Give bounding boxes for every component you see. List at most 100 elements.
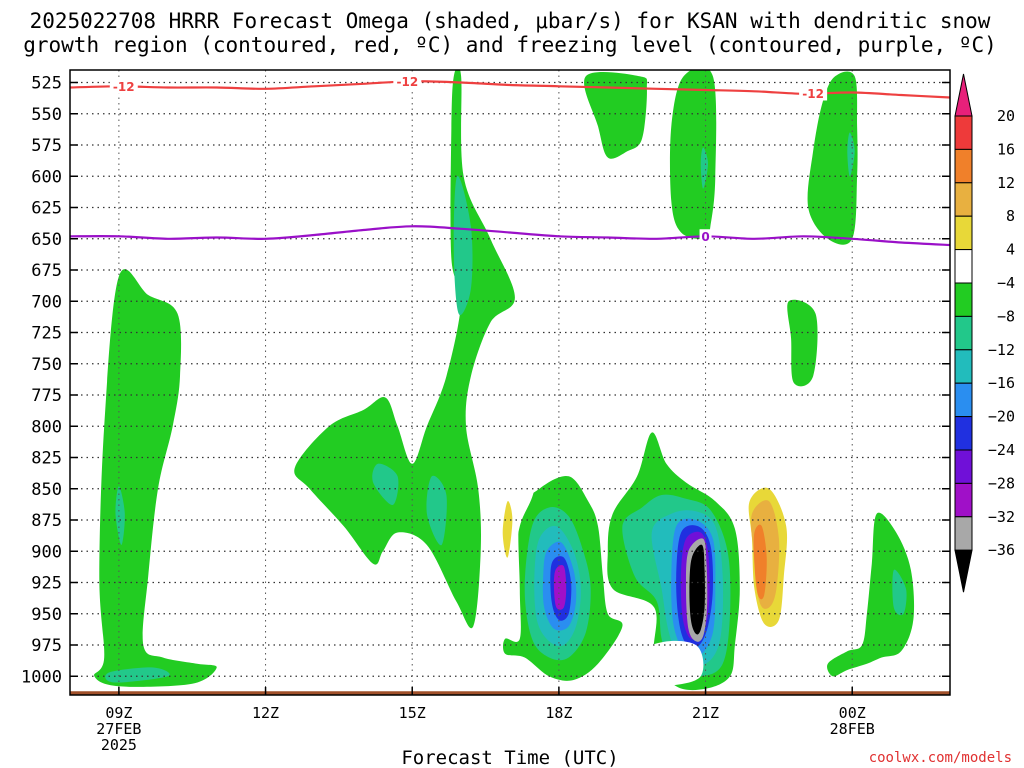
omega-region-28 — [892, 569, 907, 616]
y-tick-label-800: 800 — [31, 417, 62, 437]
omega-region-24 — [807, 71, 858, 245]
colorbar-bin-12 — [954, 482, 973, 518]
y-tick-label-525: 525 — [31, 74, 62, 94]
grid-lines — [70, 70, 950, 695]
x-tick-label-09Z: 09Z — [105, 704, 132, 722]
y-tick-label-675: 675 — [31, 261, 62, 281]
y-tick-label-1000: 1000 — [21, 667, 62, 687]
colorbar-bin-6 — [954, 282, 973, 317]
y-tick-label-750: 750 — [31, 355, 62, 375]
contour-label-0-0: -12 — [113, 80, 135, 94]
contour-line-1 — [70, 225, 950, 247]
omega-region-25 — [847, 132, 855, 177]
contour-label-0-1: -12 — [396, 75, 418, 89]
colorbar-tick-2: 12 — [997, 174, 1015, 192]
y-tick-label-700: 700 — [31, 292, 62, 312]
omega-region-2 — [105, 667, 170, 683]
y-tick-label-950: 950 — [31, 605, 62, 625]
colorbar: 20 16 12 8 4 −4 −8 −12 −16 −20 −24 −28 −32 −36 — [954, 73, 1015, 593]
y-tick-label-975: 975 — [31, 636, 62, 656]
x-axis-label: Forecast Time (UTC) — [401, 747, 618, 768]
x-tick-label-15Z: 15Z — [399, 704, 426, 722]
omega-shading — [94, 70, 915, 691]
y-tick-label-825: 825 — [31, 449, 62, 469]
colorbar-arrow-bottom — [954, 549, 973, 593]
pressure-axis: 525 550 575 600 625 650 675 700 725 750 775 800 825 8… — [21, 74, 950, 687]
colorbar-tick-12: −32 — [988, 508, 1015, 526]
colorbar-bin-13 — [954, 516, 973, 551]
colorbar-tick-6: −8 — [997, 307, 1015, 325]
colorbar-bin-2 — [954, 148, 973, 184]
omega-region-31 — [502, 500, 513, 558]
y-tick-label-875: 875 — [31, 511, 62, 531]
omega-region-26 — [787, 299, 818, 387]
plot-border — [69, 69, 951, 696]
colorbar-tick-0: 20 — [997, 107, 1015, 125]
x-tick-date-09Z: 27FEB — [96, 720, 141, 738]
terrain-fill — [70, 691, 950, 695]
colorbar-arrow-top — [954, 73, 973, 117]
omega-region-27 — [827, 512, 915, 677]
y-tick-label-550: 550 — [31, 105, 62, 125]
colorbar-tick-7: −12 — [988, 341, 1015, 359]
omega-region-0 — [94, 269, 217, 687]
x-tick-label-21Z: 21Z — [692, 704, 719, 722]
y-tick-label-650: 650 — [31, 230, 62, 250]
x-tick-label-12Z: 12Z — [252, 704, 279, 722]
chart-title-line-2: growth region (contoured, red, ºC) and f… — [23, 33, 997, 57]
colorbar-bin-9 — [954, 382, 973, 418]
y-tick-label-775: 775 — [31, 386, 62, 406]
y-tick-label-925: 925 — [31, 574, 62, 594]
omega-region-38 — [844, 549, 858, 609]
omega-region-4 — [372, 463, 399, 506]
omega-region-1 — [115, 486, 125, 545]
y-tick-label-600: 600 — [31, 167, 62, 187]
omega-region-5 — [426, 475, 447, 546]
colorbar-tick-1: 16 — [997, 140, 1015, 158]
colorbar-bin-5 — [954, 249, 973, 284]
credit-text: coolwx.com/models — [869, 750, 1012, 766]
x-tick-label-18Z: 18Z — [545, 704, 572, 722]
contour-label-0-2: -12 — [802, 87, 824, 101]
terrain-band — [70, 691, 950, 695]
omega-region-12 — [553, 564, 567, 610]
y-tick-label-625: 625 — [31, 199, 62, 219]
temperature-contours: -12 -12 -12 0 — [70, 74, 950, 247]
colorbar-tick-8: −16 — [988, 374, 1015, 392]
colorbar-tick-9: −20 — [988, 408, 1015, 426]
colorbar-bin-1 — [954, 115, 973, 150]
colorbar-tick-11: −28 — [988, 474, 1015, 492]
omega-region-37 — [753, 524, 767, 600]
omega-region-30 — [495, 401, 538, 608]
colorbar-tick-5: −4 — [997, 274, 1015, 292]
colorbar-tick-13: −36 — [988, 541, 1015, 559]
contour-label-1-0: 0 — [701, 230, 709, 244]
colorbar-bin-4 — [954, 215, 973, 251]
omega-region-6 — [453, 175, 473, 316]
contour-label-bg-0-1 — [393, 74, 422, 89]
colorbar-bin-8 — [954, 349, 973, 384]
x-tick-date-00Z: 28FEB — [830, 720, 875, 738]
y-tick-label-850: 850 — [31, 480, 62, 500]
omega-region-20 — [689, 544, 705, 635]
omega-region-33 — [602, 640, 704, 688]
colorbar-tick-4: 4 — [1006, 241, 1015, 259]
x-tick-year-09Z: 2025 — [101, 736, 137, 754]
contour-label-bg-1-0 — [699, 229, 712, 244]
x-tick-label-00Z: 00Z — [839, 704, 866, 722]
plot-frame — [69, 69, 951, 696]
colorbar-tick-3: 8 — [1006, 207, 1015, 225]
colorbar-bin-7 — [954, 315, 973, 351]
colorbar-bin-10 — [954, 416, 973, 451]
y-tick-label-725: 725 — [31, 324, 62, 344]
omega-region-32 — [587, 388, 618, 440]
omega-region-23 — [584, 72, 648, 159]
contour-label-bg-0-0 — [109, 79, 138, 94]
colorbar-tick-10: −24 — [988, 441, 1015, 459]
colorbar-bin-3 — [954, 182, 973, 217]
y-tick-label-575: 575 — [31, 136, 62, 156]
contour-label-bg-0-2 — [799, 86, 828, 101]
colorbar-bin-11 — [954, 449, 973, 484]
